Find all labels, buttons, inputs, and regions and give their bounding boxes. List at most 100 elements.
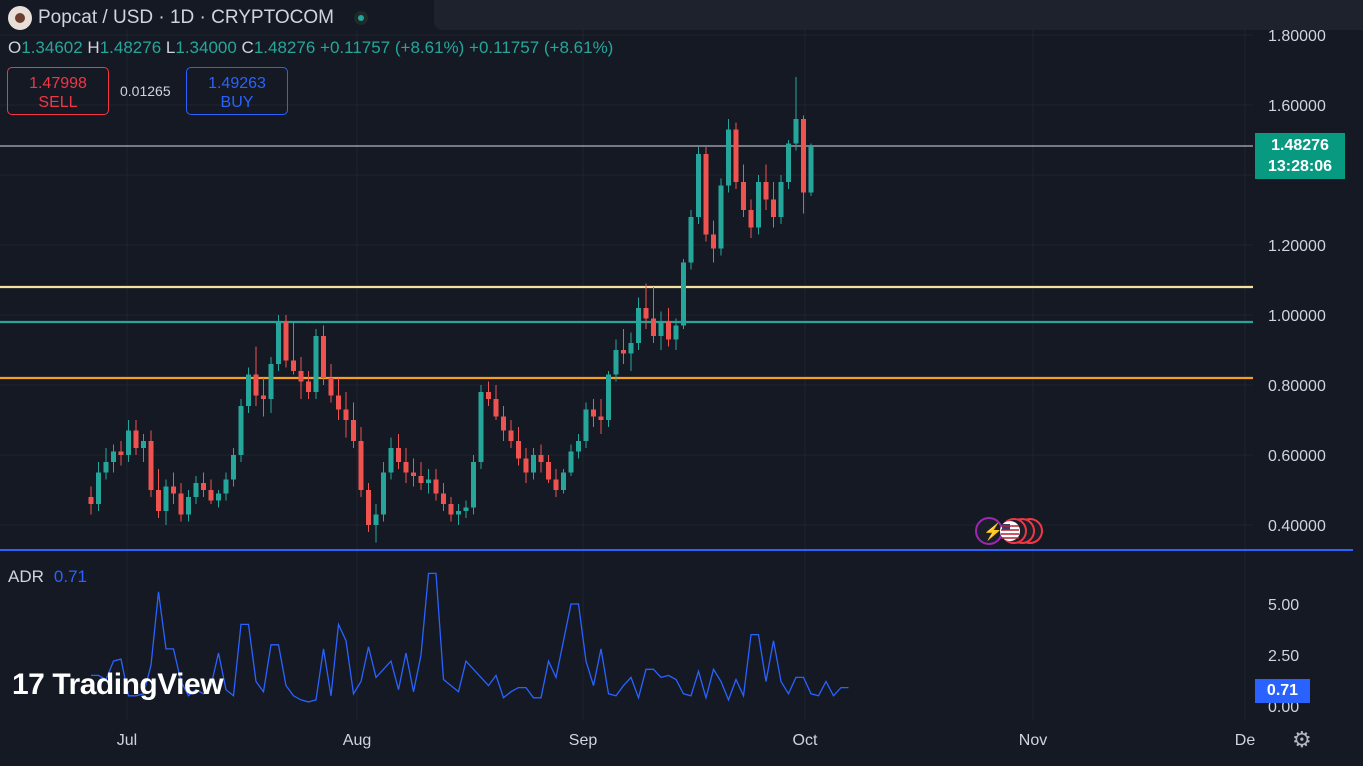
candle-body xyxy=(636,308,641,343)
price-tick-label: 0.60000 xyxy=(1268,448,1326,465)
price-tick-label: 1.60000 xyxy=(1268,98,1326,115)
candle-body xyxy=(358,441,364,490)
candle-body xyxy=(613,350,619,375)
candle-body xyxy=(283,322,289,361)
symbol-title[interactable]: Popcat / USD · 1D · CRYPTOCOM xyxy=(38,7,334,28)
indicator-legend[interactable]: ADR 0.71 xyxy=(8,567,87,587)
time-tick-label: De xyxy=(1235,732,1256,749)
candle-body xyxy=(118,451,124,455)
candle-body xyxy=(726,129,731,186)
candle-body xyxy=(141,441,146,448)
candle-body xyxy=(231,455,236,480)
candle-body xyxy=(628,343,634,354)
time-tick-label: Aug xyxy=(343,732,371,749)
symbol-header: Popcat / USD · 1D · CRYPTOCOM xyxy=(8,6,368,30)
candle-body xyxy=(171,486,176,494)
candle-body xyxy=(373,514,379,525)
candle-body xyxy=(111,451,116,462)
candle-body xyxy=(126,430,131,455)
horizontal-lines xyxy=(0,145,1253,380)
candle-body xyxy=(703,154,709,235)
candle-body xyxy=(246,374,251,406)
candle-body xyxy=(598,416,604,420)
candle-body xyxy=(343,409,349,420)
settings-gear-icon[interactable]: ⚙ xyxy=(1292,727,1312,752)
price-tick-label: 0.80000 xyxy=(1268,378,1326,395)
time-axis: Jul Aug Sep Oct Nov De xyxy=(117,732,1256,749)
candle-body xyxy=(411,472,416,476)
candle-body xyxy=(351,420,356,441)
candle-body xyxy=(268,364,274,399)
tradingview-wordmark: TradingView xyxy=(52,668,224,701)
candle-body xyxy=(508,430,514,441)
sell-button[interactable]: 1.47998 SELL xyxy=(7,67,109,115)
candle-body xyxy=(433,479,439,494)
adr-line[interactable] xyxy=(91,572,849,703)
candle-body xyxy=(711,234,716,249)
candle-body xyxy=(546,462,551,480)
candle-body xyxy=(756,182,761,228)
candle-body xyxy=(381,472,386,515)
candle-body xyxy=(786,143,791,182)
candle-body xyxy=(681,262,686,326)
candle-body xyxy=(336,395,341,410)
candles xyxy=(88,77,814,543)
candle-body xyxy=(208,490,214,501)
time-tick-label: Nov xyxy=(1019,732,1047,749)
candle-body xyxy=(718,185,724,249)
price-axis: 1.80000 1.60000 1.20000 1.00000 0.80000 0.600… xyxy=(1268,28,1326,535)
last-price-tag: 1.48276 13:28:06 xyxy=(1255,133,1345,179)
candle-body xyxy=(306,381,311,392)
candle-body xyxy=(156,490,161,511)
candle-body xyxy=(276,322,281,364)
candle-body xyxy=(801,119,806,193)
candle-body xyxy=(463,507,469,511)
adr-value-tag: 0.71 xyxy=(1255,679,1310,703)
candle-body xyxy=(253,374,259,396)
candle-body xyxy=(793,119,799,144)
candle-body xyxy=(621,350,626,354)
adr-tick-label: 0.00 xyxy=(1268,699,1299,716)
close-value: 1.48276 xyxy=(253,38,316,57)
candle-body xyxy=(441,493,446,504)
candle-body xyxy=(478,392,484,462)
candle-body xyxy=(501,416,506,431)
spread-value: 0.01265 xyxy=(120,83,171,99)
candle-body xyxy=(403,462,409,473)
buy-label: BUY xyxy=(220,94,254,111)
bar-countdown: 13:28:06 xyxy=(1267,158,1333,175)
candle-body xyxy=(516,441,521,459)
sell-price: 1.47998 xyxy=(29,75,87,92)
candle-body xyxy=(471,462,476,508)
candle-body xyxy=(216,493,221,501)
candle-body xyxy=(418,476,424,483)
open-value: 1.34602 xyxy=(21,38,83,57)
low-label: L xyxy=(165,38,176,57)
candle-body xyxy=(561,472,566,490)
buy-button[interactable]: 1.49263 BUY xyxy=(186,67,288,115)
last-price: 1.48276 xyxy=(1271,137,1329,154)
high-value: 1.48276 xyxy=(99,38,162,57)
candle-body xyxy=(688,217,694,263)
candle-body xyxy=(771,199,776,217)
candle-body xyxy=(178,493,184,515)
candle-body xyxy=(531,455,536,473)
close-label: C xyxy=(241,38,254,57)
candle-body xyxy=(778,182,784,217)
candle-body xyxy=(238,406,244,455)
candle-body xyxy=(448,504,454,515)
popcat-logo-icon xyxy=(8,6,32,30)
indicator-value: 0.71 xyxy=(53,567,87,586)
price-tick-label: 0.40000 xyxy=(1268,518,1326,535)
candle-body xyxy=(328,378,334,396)
drawing-toolbar[interactable] xyxy=(434,0,1363,30)
candle-body xyxy=(366,490,371,525)
candle-body xyxy=(658,322,664,336)
candle-body xyxy=(486,392,491,399)
candle-body xyxy=(223,479,229,494)
candle-body xyxy=(748,210,754,228)
candle-body xyxy=(201,483,206,490)
high-label: H xyxy=(87,38,100,57)
